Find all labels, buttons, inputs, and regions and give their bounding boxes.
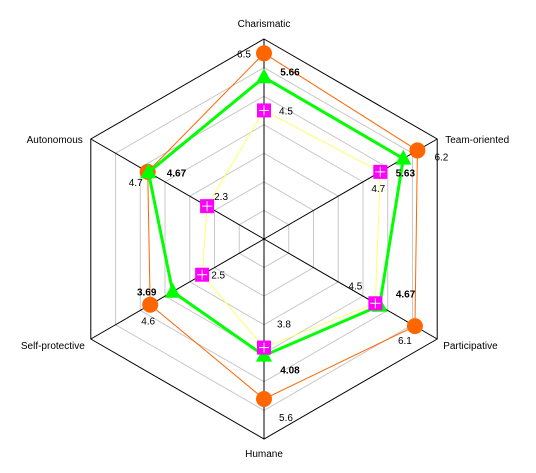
data-label: 4.67 — [396, 290, 416, 301]
axis-label: Participative — [443, 341, 498, 352]
radar-labels: Charismatic Team-oriented Participative Hum… — [21, 19, 509, 460]
data-label: 3.8 — [277, 320, 291, 331]
data-point — [164, 282, 181, 298]
axis-spoke — [263, 138, 438, 240]
axis-label: Team-oriented — [445, 135, 509, 146]
radar-series — [139, 45, 426, 407]
data-label: 5.6 — [279, 413, 293, 424]
data-label: 2.5 — [211, 271, 225, 282]
data-point — [256, 68, 272, 84]
data-point — [395, 149, 412, 165]
series-line — [146, 75, 405, 358]
data-point — [406, 318, 423, 335]
data-point — [257, 103, 271, 118]
data-label: 2.3 — [214, 192, 228, 203]
data-label: 6.5 — [237, 49, 251, 60]
data-label: 4.6 — [141, 317, 155, 328]
axis-spoke — [90, 138, 265, 240]
axis-spoke — [90, 238, 265, 340]
data-point — [195, 267, 210, 282]
data-point — [200, 199, 215, 214]
data-label: 4.7 — [129, 178, 143, 189]
data-point — [368, 296, 383, 311]
data-label: 4.67 — [167, 168, 187, 179]
radar-axes — [90, 39, 438, 439]
axis-label: Charismatic — [238, 19, 291, 30]
data-label: 5.63 — [396, 169, 416, 180]
axis-label: Self-protective — [21, 341, 85, 352]
data-label: 5.66 — [280, 67, 300, 78]
axis-label: Autonomous — [27, 135, 83, 146]
axis-label: Humane — [245, 449, 283, 460]
data-point — [142, 296, 159, 313]
data-label: 4.5 — [348, 281, 362, 292]
series-line — [201, 109, 381, 349]
data-label: 4.08 — [280, 366, 300, 377]
data-point — [257, 340, 271, 355]
series-2 — [195, 103, 388, 355]
data-point — [140, 163, 157, 179]
data-point — [256, 391, 272, 407]
data-point — [409, 142, 426, 159]
data-label: 4.7 — [371, 184, 385, 195]
series-0 — [139, 45, 426, 407]
data-point — [256, 45, 272, 62]
data-point — [373, 164, 388, 179]
data-label: 6.1 — [398, 336, 412, 347]
data-label: 3.69 — [137, 288, 157, 299]
data-label: 6.2 — [434, 152, 448, 163]
data-label: 4.5 — [279, 106, 293, 117]
